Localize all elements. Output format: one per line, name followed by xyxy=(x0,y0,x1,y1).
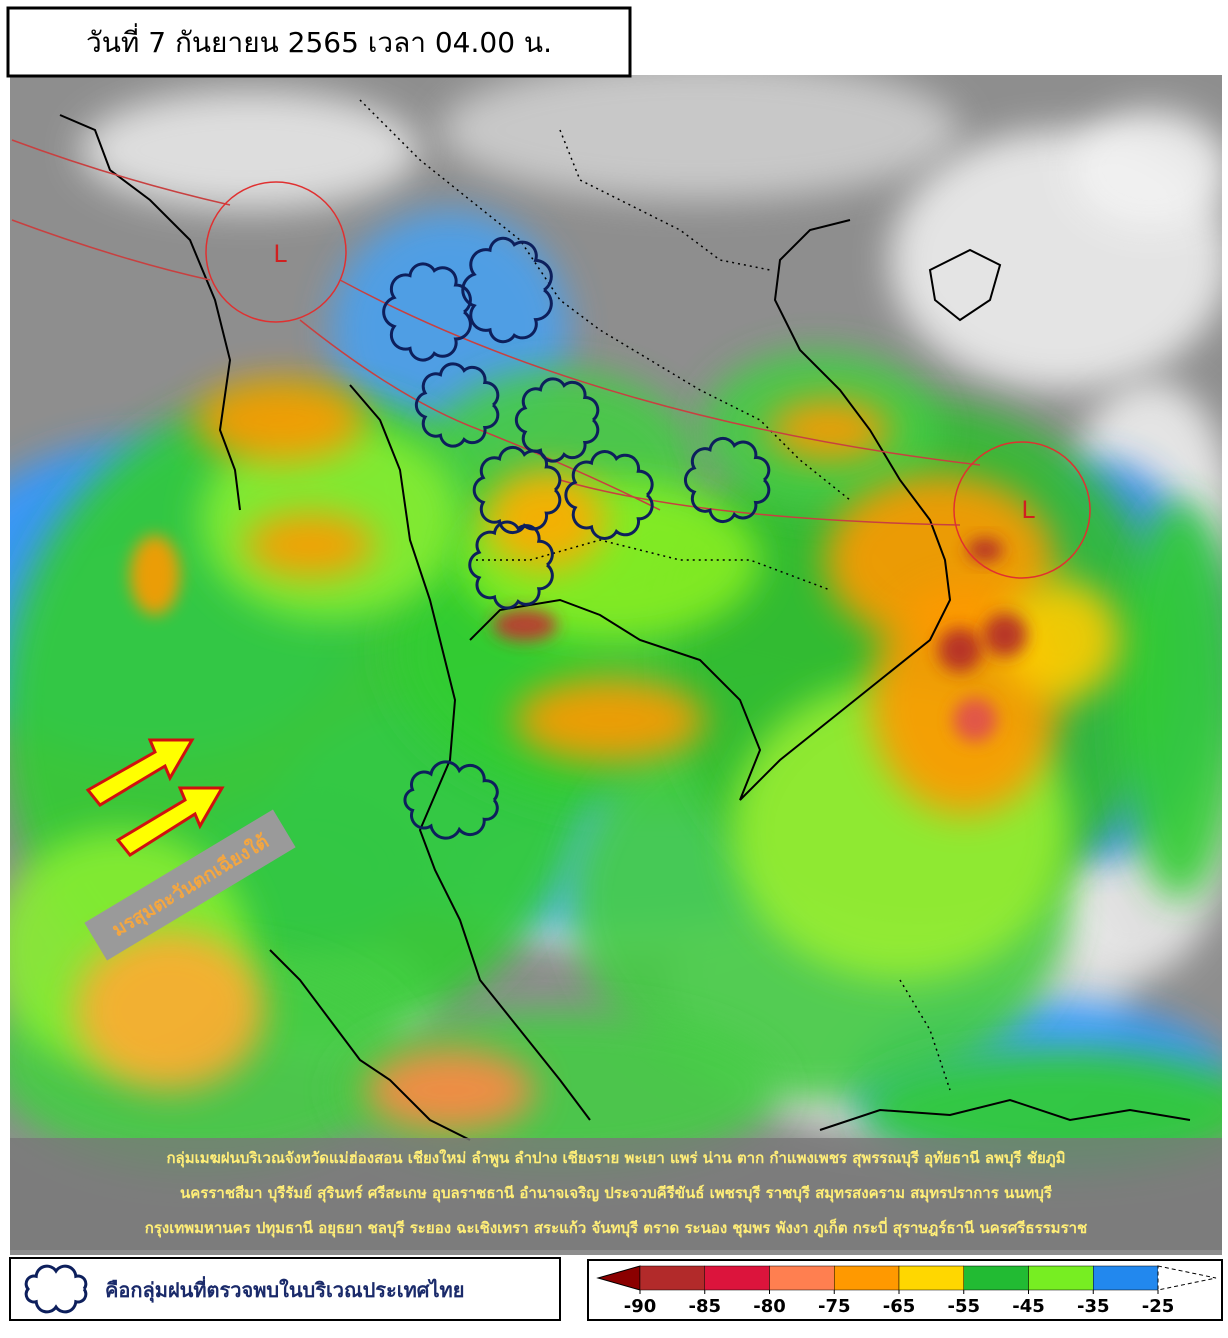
coastline xyxy=(819,1098,1191,1131)
cloud-blob xyxy=(130,535,180,615)
cloud-blob xyxy=(770,400,890,460)
colorbar-tick-label: -90 xyxy=(624,1296,657,1317)
low-circle xyxy=(953,441,1091,579)
arrow xyxy=(115,786,225,857)
low-circle xyxy=(205,181,347,323)
rain-cloud xyxy=(414,362,500,448)
cloud-blob xyxy=(953,698,997,742)
cloud-blob xyxy=(967,538,1003,562)
border xyxy=(470,539,831,591)
colorbar-tick-label: -45 xyxy=(1012,1296,1045,1317)
cloud-blob xyxy=(440,75,960,200)
border xyxy=(559,129,771,271)
rain-cloud xyxy=(564,450,654,540)
rain-cloud xyxy=(468,520,554,610)
colorbar-tick-label: -35 xyxy=(1077,1296,1110,1317)
coastline xyxy=(469,219,952,801)
cloud-blob xyxy=(1120,500,1222,900)
colorbar-tick-label: -55 xyxy=(947,1296,980,1317)
cloud-blob xyxy=(493,609,557,641)
trough-line xyxy=(339,279,981,466)
cloud-legend-box xyxy=(9,1257,561,1321)
color-swatch xyxy=(1093,1265,1159,1291)
rain-cloud xyxy=(684,436,771,524)
border xyxy=(899,979,951,1091)
cloud-blob xyxy=(983,613,1027,657)
island-coast xyxy=(928,248,1002,322)
monsoon-tag-box xyxy=(84,809,296,961)
cloud-blob xyxy=(195,378,365,462)
colorbar-tick-label: -75 xyxy=(818,1296,851,1317)
color-swatch xyxy=(963,1265,1029,1291)
coastline xyxy=(349,384,591,1121)
cloud-blob xyxy=(938,628,982,672)
cloud-tops xyxy=(10,75,1222,1170)
trough-line xyxy=(299,319,661,511)
cloud-blob xyxy=(365,1048,535,1132)
cloud-blob xyxy=(515,678,705,762)
trough-line xyxy=(11,139,231,206)
colorbar-extension xyxy=(1157,1265,1217,1291)
color-swatch xyxy=(769,1265,835,1291)
low-label: L xyxy=(273,240,287,268)
cloud-legend-text: คือกลุ่มฝนที่ตรวจพบในบริเวณประเทศไทย xyxy=(105,1275,464,1303)
caption-line: กรุงเทพมหานคร ปทุมธานี อยุธยา ชลบุรี ระย… xyxy=(145,1217,1087,1238)
title-box xyxy=(6,6,632,78)
colorbar-tick-label: -65 xyxy=(883,1296,916,1317)
caption-band xyxy=(10,1138,1222,1250)
colorbar: -90 -85 -80 -75 -65 -55 -45 -35 -25 xyxy=(596,1265,1217,1317)
borders xyxy=(359,99,951,1091)
color-swatch xyxy=(704,1265,770,1291)
coastline xyxy=(59,114,241,511)
color-swatch xyxy=(1028,1265,1094,1291)
low-label: L xyxy=(1021,496,1035,524)
monsoon-arrows xyxy=(85,738,225,857)
rain-cloud xyxy=(382,262,472,362)
rain-cloud xyxy=(403,760,499,840)
colorbar-tick-label: -25 xyxy=(1142,1296,1175,1317)
coastlines xyxy=(59,114,1191,1141)
rain-cloud xyxy=(461,236,553,344)
cloud-blob xyxy=(1070,110,1222,230)
cloud-blob xyxy=(245,513,375,577)
color-swatch xyxy=(834,1265,900,1291)
cloud-blob xyxy=(75,930,265,1090)
cloud-blob xyxy=(1000,580,1120,700)
color-swatch xyxy=(639,1265,705,1291)
cloud-legend-icon xyxy=(24,1264,88,1314)
trough-line xyxy=(559,479,961,526)
rain-cloud xyxy=(472,445,562,535)
rain-cloud-icon xyxy=(24,1264,88,1314)
rain-cloud-outlines xyxy=(382,236,771,840)
border xyxy=(359,99,851,501)
rain-cloud xyxy=(514,377,600,463)
title: วันที่ 7 กันยายน 2565 เวลา 04.00 น. xyxy=(86,23,552,59)
caption-line: นครราชสีมา บุรีรัมย์ สุรินทร์ ศรีสะเกษ อ… xyxy=(180,1184,1053,1203)
satellite-map: L L มรสุมตะวันตกเฉียงใต้ กลุ่มเมฆฝนบริเว… xyxy=(10,75,1222,1255)
trough-line xyxy=(11,219,211,281)
trough-lines xyxy=(11,139,1091,579)
color-swatch xyxy=(898,1265,964,1291)
coastline xyxy=(269,949,471,1141)
caption-line: กลุ่มเมฆฝนบริเวณจังหวัดแม่ฮ่องสอน เชียงใ… xyxy=(166,1149,1065,1168)
colorbar-tick-label: -80 xyxy=(753,1296,786,1317)
cloud-blob xyxy=(80,90,420,210)
arrow xyxy=(85,738,195,807)
colorbar-tick-label: -85 xyxy=(688,1296,721,1317)
